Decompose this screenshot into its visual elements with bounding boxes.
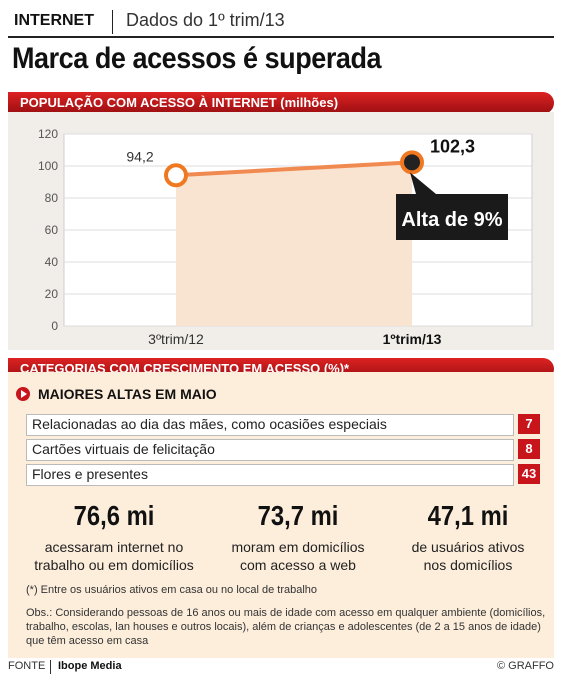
source-divider xyxy=(50,660,51,674)
stat-line: moram em domicílios xyxy=(231,539,365,555)
stat-block: 73,7 mi moram em domicílios com acesso a… xyxy=(208,500,388,574)
category-label: Flores e presentes xyxy=(32,466,148,482)
stat-line: de usuários ativos xyxy=(411,539,525,555)
x-tick-label: 3ºtrim/12 xyxy=(148,331,204,347)
annotation-pointer xyxy=(410,172,436,194)
category-label: Relacionadas ao dia das mães, como ocasi… xyxy=(32,416,387,432)
stat-number: 76,6 mi xyxy=(73,500,155,531)
x-tick-label: 1ºtrim/13 xyxy=(383,331,442,347)
subhead: MAIORES ALTAS EM MAIO xyxy=(16,386,217,402)
category-row: Relacionadas ao dia das mães, como ocasi… xyxy=(26,414,514,436)
category-label: Cartões virtuais de felicitação xyxy=(32,441,215,457)
play-bullet-icon xyxy=(16,387,30,401)
stat-number: 73,7 mi xyxy=(257,500,339,531)
annotation-box xyxy=(396,194,508,240)
y-tick-label: 80 xyxy=(45,191,59,205)
stat-line: acessaram internet no xyxy=(44,539,184,555)
stat-line: trabalho ou em domicílios xyxy=(34,557,194,573)
series-line xyxy=(175,160,413,178)
category-value: 7 xyxy=(518,414,540,434)
category-value: 43 xyxy=(518,464,540,484)
data-point xyxy=(164,163,188,188)
category-row: Flores e presentes xyxy=(26,464,514,486)
subhead-text: MAIORES ALTAS EM MAIO xyxy=(38,386,217,402)
source-label: FONTE xyxy=(8,660,46,672)
stat-line: nos domicílios xyxy=(423,557,513,573)
y-tick-label: 100 xyxy=(38,159,58,173)
y-tick-label: 20 xyxy=(45,287,59,301)
observation-note: Obs.: Considerando pessoas de 16 anos ou… xyxy=(26,607,546,647)
area-fill xyxy=(176,162,412,326)
stat-block: 76,6 mi acessaram internet no trabalho o… xyxy=(24,500,204,574)
footnote: (*) Entre os usuários ativos em casa ou … xyxy=(26,584,318,596)
category-row: Cartões virtuais de felicitação xyxy=(26,439,514,461)
y-tick-label: 40 xyxy=(45,255,59,269)
data-point xyxy=(400,150,424,175)
y-tick-label: 60 xyxy=(45,223,59,237)
annotation-text: Alta de 9% xyxy=(401,209,502,231)
category-value: 8 xyxy=(518,439,540,459)
stat-description: acessaram internet no trabalho ou em dom… xyxy=(24,538,204,574)
data-label: 94,2 xyxy=(126,148,153,164)
top-bar: INTERNET Dados do 1º trim/13 xyxy=(8,6,554,38)
stat-number: 47,1 mi xyxy=(427,500,509,531)
stat-block: 47,1 mi de usuários ativos nos domicílio… xyxy=(378,500,558,574)
kicker-divider xyxy=(112,10,113,34)
stat-line: com acesso a web xyxy=(240,557,356,573)
source-value: Ibope Media xyxy=(58,660,122,672)
y-tick-label: 0 xyxy=(51,319,58,333)
credit: © GRAFFO xyxy=(497,660,554,672)
section-kicker: INTERNET xyxy=(14,12,94,29)
stat-description: moram em domicílios com acesso a web xyxy=(208,538,388,574)
kicker-detail: Dados do 1º trim/13 xyxy=(126,10,285,30)
chart-section-title: POPULAÇÃO COM ACESSO À INTERNET (milhões… xyxy=(20,95,339,110)
data-label: 102,3 xyxy=(430,136,475,156)
headline: Marca de acessos é superada xyxy=(12,42,382,75)
stat-description: de usuários ativos nos domicílios xyxy=(378,538,558,574)
y-tick-label: 120 xyxy=(38,127,58,141)
chart-section-band: POPULAÇÃO COM ACESSO À INTERNET (milhões… xyxy=(8,92,554,114)
